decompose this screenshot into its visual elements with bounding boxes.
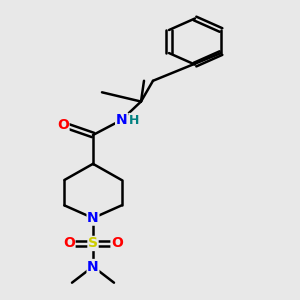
Text: O: O (57, 118, 69, 132)
Text: N: N (87, 260, 99, 274)
Text: N: N (116, 113, 127, 127)
Text: O: O (63, 236, 75, 250)
Text: H: H (129, 113, 139, 127)
Text: S: S (88, 236, 98, 250)
Text: O: O (111, 236, 123, 250)
Text: N: N (87, 211, 99, 225)
